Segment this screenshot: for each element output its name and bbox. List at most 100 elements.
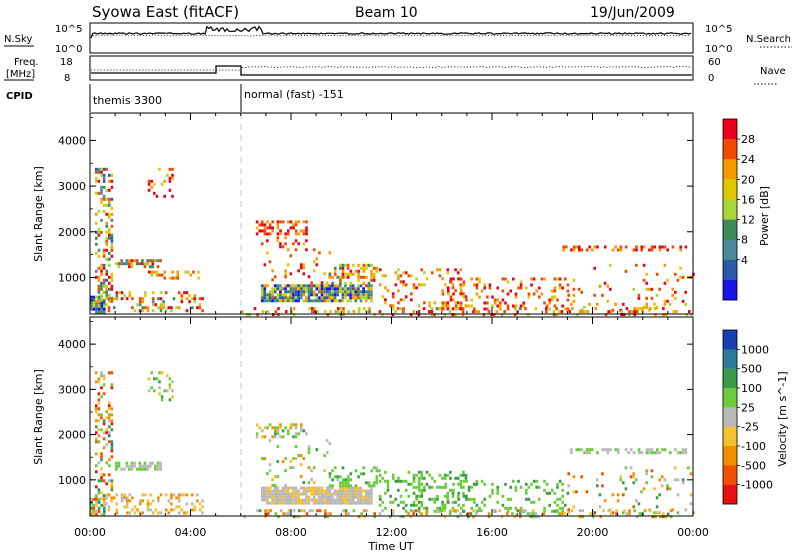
echo-cell (266, 251, 269, 255)
echo-cell (341, 266, 345, 270)
echo-cell (650, 245, 654, 249)
echo-cell (567, 511, 570, 515)
echo-cell (617, 451, 620, 455)
nsky-tick-bottom: 10^0 (55, 44, 82, 55)
echo-cell (517, 286, 520, 290)
echo-cell (506, 304, 510, 308)
echo-cell (581, 515, 584, 519)
echo-cell (184, 270, 187, 274)
echo-cell (389, 494, 392, 498)
echo-cell (312, 489, 316, 493)
echo-cell (110, 245, 114, 249)
echo-cell (364, 296, 368, 300)
echo-cell (307, 466, 311, 470)
echo-cell (499, 304, 502, 308)
echo-cell (668, 487, 672, 491)
echo-cell (344, 484, 347, 488)
echo-cell (653, 245, 656, 249)
echo-cell (305, 486, 308, 490)
echo-cell (100, 188, 103, 192)
echo-cell (92, 295, 96, 299)
echo-cell (425, 482, 429, 486)
echo-cell (514, 295, 518, 299)
echo-cell (556, 485, 559, 489)
echo-cell (370, 486, 373, 490)
echo-cell (543, 301, 546, 305)
nsky-panel: N.Sky 10^5 10^0 10^5 10^0 N.Search (4, 22, 792, 55)
echo-cell (300, 426, 303, 430)
echo-cell (100, 497, 103, 501)
echo-cell (666, 299, 669, 303)
echo-cell (325, 296, 329, 300)
echo-cell (475, 292, 479, 296)
echo-cell (315, 299, 319, 303)
echo-cell (462, 283, 466, 287)
echo-cell (467, 485, 471, 489)
echo-cell (386, 479, 390, 483)
echo-cell (662, 313, 665, 317)
colorbar-segment (723, 349, 737, 369)
echo-cell (462, 470, 465, 474)
echo-cell (159, 464, 162, 468)
echo-cell (110, 299, 114, 303)
echo-cell (475, 283, 479, 287)
echo-cell (645, 272, 648, 276)
echo-cell (276, 429, 280, 433)
echo-cell (344, 263, 347, 267)
echo-cell (333, 296, 337, 300)
echo-cell (125, 502, 129, 506)
echo-cell (412, 473, 416, 477)
echo-cell (482, 313, 486, 317)
echo-cell (318, 299, 321, 303)
echo-cell (110, 173, 114, 177)
echo-cell (384, 286, 387, 290)
echo-cell (97, 248, 101, 252)
echo-cell (312, 501, 316, 505)
echo-cell (279, 293, 282, 297)
echo-cell (133, 259, 136, 263)
echo-cell (577, 287, 581, 291)
echo-cell (185, 493, 189, 497)
echo-cell (108, 230, 111, 234)
echo-cell (266, 489, 269, 493)
echo-cell (362, 495, 365, 499)
echo-cell (260, 495, 264, 499)
echo-cell (110, 413, 114, 417)
echo-cell (346, 486, 350, 490)
echo-cell (362, 275, 366, 279)
echo-cell (551, 488, 554, 492)
echo-cell (558, 310, 561, 314)
echo-cell (604, 245, 607, 249)
echo-cell (315, 501, 319, 505)
echo-cell (287, 432, 290, 436)
echo-cell (611, 248, 615, 252)
echo-cell (198, 303, 202, 307)
echo-cell (276, 460, 280, 464)
echo-cell (650, 287, 654, 291)
echo-cell (611, 493, 615, 497)
echo-cell (284, 284, 287, 288)
echo-cell (100, 230, 103, 234)
echo-cell (339, 281, 342, 285)
echo-cell (689, 493, 693, 497)
echo-cell (525, 491, 528, 495)
colorbar-segment (723, 407, 737, 427)
echo-cell (263, 489, 267, 493)
echo-cell (302, 299, 306, 303)
echo-cell (307, 448, 311, 452)
echo-cell (100, 310, 103, 314)
echo-cell (159, 303, 163, 307)
echo-cell (467, 512, 470, 516)
echo-cell (462, 280, 466, 284)
cpid-mode-normal: normal (fast) -151 (244, 88, 344, 101)
echo-cell (281, 220, 285, 224)
echo-cell (331, 495, 334, 499)
echo-cell (108, 464, 111, 468)
echo-cell (299, 296, 303, 300)
echo-cell (110, 488, 114, 492)
echo-cell (312, 495, 316, 499)
echo-cell (310, 498, 313, 502)
echo-cell (268, 290, 272, 294)
echo-cell (268, 489, 272, 493)
echo-cell (367, 287, 371, 291)
